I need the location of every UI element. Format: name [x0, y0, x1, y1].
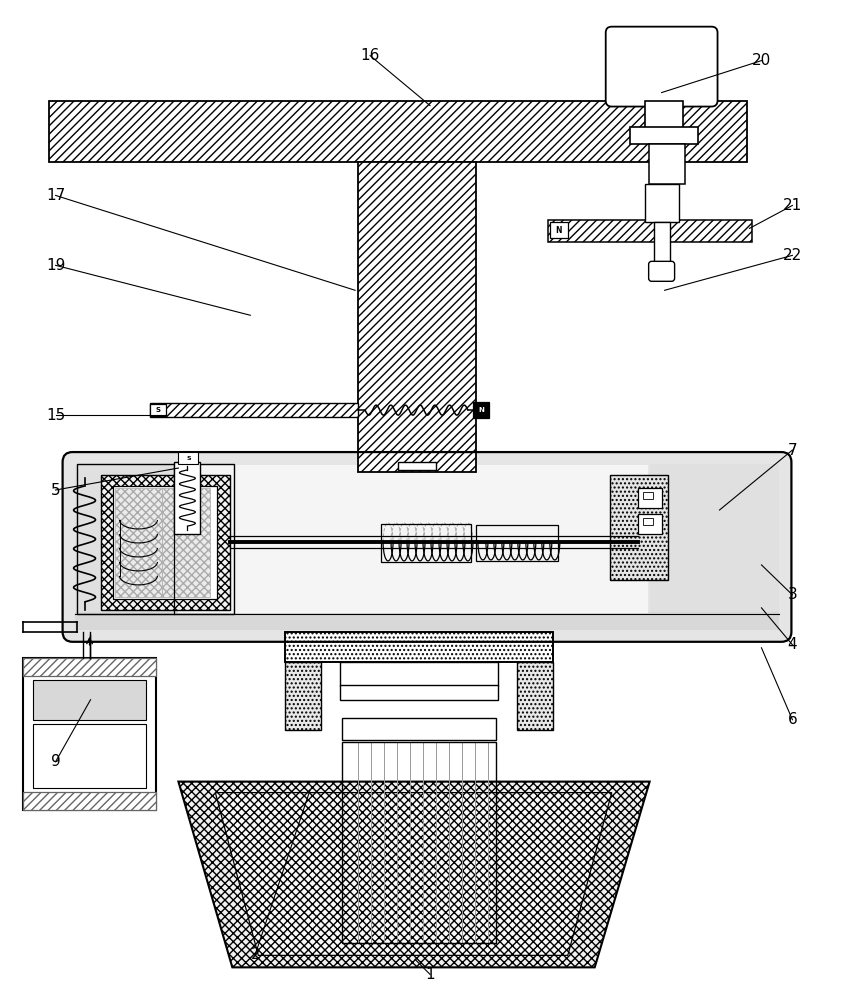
Bar	[22, 658, 156, 810]
Text: 21: 21	[783, 198, 802, 213]
Text: 15: 15	[46, 408, 65, 423]
Bar	[637, 514, 661, 534]
Bar	[644, 184, 679, 222]
Text: 17: 17	[46, 188, 65, 203]
FancyBboxPatch shape	[649, 261, 674, 281]
Bar	[342, 742, 496, 943]
Text: 20: 20	[752, 53, 771, 68]
Bar	[630, 127, 698, 144]
Bar	[340, 662, 498, 686]
Bar	[285, 632, 553, 662]
Bar	[113, 486, 217, 599]
Bar	[398, 462, 436, 470]
Bar	[644, 101, 683, 129]
Bar	[654, 222, 670, 264]
Text: 16: 16	[361, 48, 380, 63]
Text: 3: 3	[788, 587, 797, 602]
Text: S: S	[186, 456, 191, 461]
Bar	[114, 488, 162, 597]
Bar	[179, 465, 648, 613]
Bar	[285, 662, 321, 730]
Bar	[22, 792, 156, 810]
Bar	[179, 452, 198, 464]
Bar	[75, 464, 180, 630]
Bar	[550, 222, 568, 238]
Text: N: N	[478, 407, 484, 413]
Bar	[22, 658, 156, 676]
FancyBboxPatch shape	[63, 452, 791, 642]
Text: 1: 1	[425, 967, 435, 982]
Bar	[649, 144, 685, 184]
Bar	[643, 518, 653, 525]
Text: S: S	[156, 407, 161, 413]
Text: N: N	[556, 226, 562, 235]
Bar	[610, 475, 667, 580]
Bar	[33, 680, 146, 720]
Bar	[49, 101, 747, 162]
Bar	[162, 488, 210, 597]
Text: 22: 22	[783, 248, 802, 263]
Text: 19: 19	[46, 258, 65, 273]
Bar	[358, 162, 476, 472]
Bar	[517, 662, 553, 730]
Text: 5: 5	[51, 483, 60, 498]
Bar	[76, 464, 235, 614]
Bar	[476, 525, 557, 561]
Bar	[150, 404, 167, 416]
FancyBboxPatch shape	[606, 27, 717, 107]
Bar	[101, 475, 230, 610]
Polygon shape	[216, 793, 612, 955]
Bar	[33, 724, 146, 788]
Bar	[174, 462, 200, 534]
Bar	[342, 718, 496, 740]
Text: 4: 4	[788, 637, 797, 652]
Text: 7: 7	[788, 443, 797, 458]
Bar	[340, 685, 498, 700]
Bar	[473, 402, 489, 418]
Bar	[150, 403, 358, 417]
Text: 9: 9	[51, 754, 60, 769]
Bar	[285, 632, 553, 662]
Bar	[637, 488, 661, 508]
Bar	[643, 492, 653, 499]
Text: 2: 2	[251, 947, 260, 962]
Text: 6: 6	[788, 712, 797, 727]
Bar	[548, 220, 752, 242]
Bar	[75, 612, 779, 630]
Bar	[381, 524, 471, 562]
Polygon shape	[179, 782, 649, 967]
Bar	[649, 464, 779, 630]
